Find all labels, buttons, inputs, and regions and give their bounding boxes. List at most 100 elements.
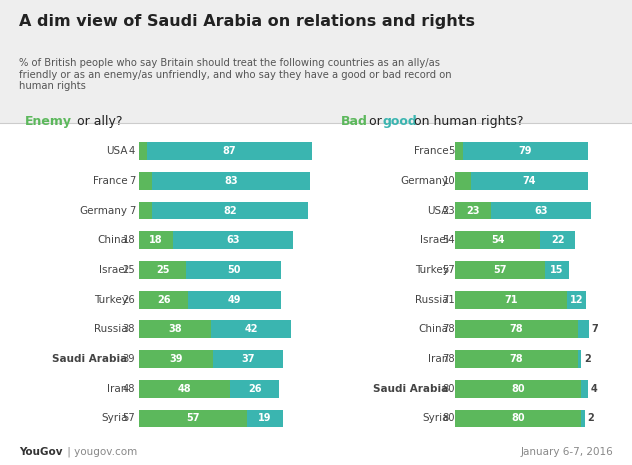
Bar [152,172,310,190]
Text: 23: 23 [466,206,480,216]
Text: 25: 25 [123,265,135,275]
Text: 54: 54 [442,235,455,245]
Bar [213,350,283,368]
Text: 37: 37 [241,354,255,364]
Text: France: France [93,176,128,186]
Bar [139,172,152,190]
Text: 80: 80 [511,384,525,394]
Bar [455,410,581,427]
Text: 15: 15 [550,265,564,275]
Bar [492,202,591,219]
Bar [545,261,569,279]
Text: 78: 78 [442,354,455,364]
Bar [139,410,247,427]
Text: Germany: Germany [401,176,449,186]
Text: 57: 57 [494,265,507,275]
Text: Turkey: Turkey [94,295,128,305]
Text: 7: 7 [592,325,599,334]
Bar [139,261,186,279]
Text: Germany: Germany [80,206,128,216]
Text: 57: 57 [186,413,200,424]
Text: USA: USA [427,206,449,216]
Text: 63: 63 [226,235,240,245]
Text: 57: 57 [442,265,455,275]
Bar [578,320,589,338]
Bar [455,380,581,398]
Bar [455,142,463,160]
Text: Iran: Iran [107,384,128,394]
Text: 54: 54 [491,235,504,245]
Text: or ally?: or ally? [73,115,122,128]
Bar [139,232,173,249]
Text: Iran: Iran [428,354,449,364]
Text: 26: 26 [123,295,135,305]
Text: Syria: Syria [101,413,128,424]
Text: 50: 50 [227,265,241,275]
Text: 78: 78 [510,354,523,364]
Bar [173,232,293,249]
Text: 22: 22 [551,235,564,245]
Text: 5: 5 [449,146,455,156]
Text: 71: 71 [504,295,518,305]
Text: YouGov: YouGov [19,446,63,457]
Text: 57: 57 [123,413,135,424]
Text: 48: 48 [178,384,191,394]
Text: France: France [414,146,449,156]
Text: 38: 38 [123,325,135,334]
Text: 25: 25 [156,265,169,275]
Bar [139,350,213,368]
Text: Israel: Israel [420,235,449,245]
Text: 39: 39 [123,354,135,364]
Text: 80: 80 [442,413,455,424]
Text: 80: 80 [511,413,525,424]
Text: China: China [419,325,449,334]
Text: 12: 12 [570,295,583,305]
Bar [186,261,281,279]
Bar [455,291,568,309]
Text: | yougov.com: | yougov.com [64,446,138,457]
Text: Enemy: Enemy [25,115,72,128]
Bar [578,350,581,368]
Text: Saudi Arabia: Saudi Arabia [374,384,449,394]
Bar [139,202,152,219]
Bar [540,232,575,249]
Bar [455,232,540,249]
Text: or: or [365,115,386,128]
Text: 79: 79 [519,146,532,156]
Text: 87: 87 [222,146,236,156]
Text: 49: 49 [228,295,241,305]
Text: % of British people who say Britain should treat the following countries as an a: % of British people who say Britain shou… [19,58,452,91]
Bar [147,142,312,160]
Text: 83: 83 [224,176,238,186]
Bar [455,350,578,368]
Bar [455,261,545,279]
Bar [455,202,492,219]
Text: 78: 78 [510,325,523,334]
Text: 7: 7 [129,206,135,216]
Bar [139,380,230,398]
Text: 19: 19 [258,413,272,424]
Bar [455,172,471,190]
Text: 18: 18 [149,235,163,245]
Text: 2: 2 [584,354,590,364]
Bar [188,291,281,309]
Bar [581,380,588,398]
Text: 39: 39 [169,354,183,364]
Bar [568,291,586,309]
Bar [139,291,188,309]
Text: 18: 18 [123,235,135,245]
Text: A dim view of Saudi Arabia on relations and rights: A dim view of Saudi Arabia on relations … [19,14,475,29]
Bar [455,320,578,338]
Text: 23: 23 [442,206,455,216]
Bar [152,202,308,219]
Text: 4: 4 [590,384,597,394]
Bar [471,172,588,190]
Text: 42: 42 [244,325,258,334]
Text: 4: 4 [129,146,135,156]
Text: January 6-7, 2016: January 6-7, 2016 [520,446,613,457]
Text: good: good [382,115,417,128]
Bar [139,142,147,160]
Text: Russia: Russia [415,295,449,305]
Text: 78: 78 [442,325,455,334]
Bar [230,380,279,398]
